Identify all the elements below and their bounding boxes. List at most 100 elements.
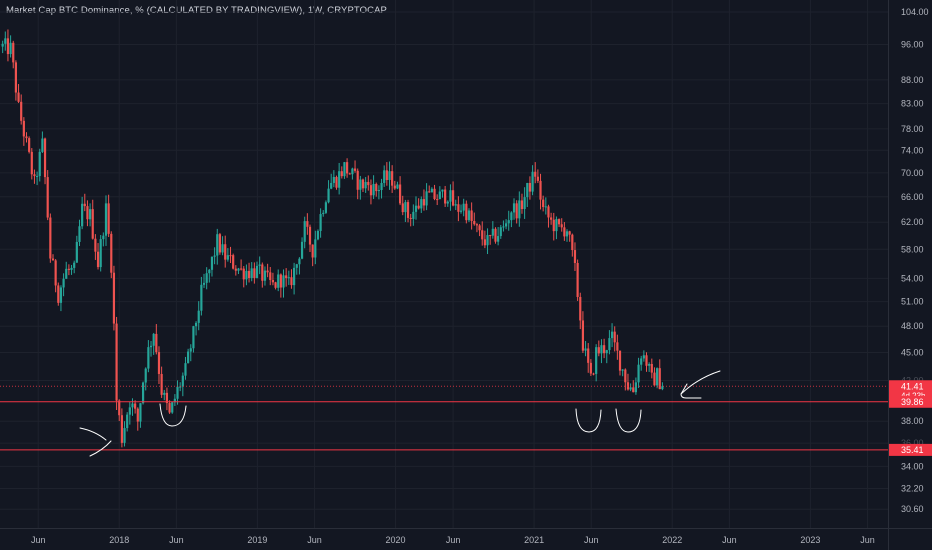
candle-body [59,287,63,303]
candle-body [563,227,566,237]
candle-body [629,387,632,390]
level-lines [0,385,888,451]
candle-body [226,255,229,260]
x-tick-label: 2023 [800,535,820,545]
candle-body [632,387,635,393]
candle-body [459,210,463,212]
candle-body [35,175,39,177]
candle-body [73,262,76,268]
candle-body [250,268,253,279]
candle-body [454,204,457,206]
curve-annotation [575,408,602,433]
candle-body [232,255,235,269]
candle-body [67,268,70,270]
candle-body [613,331,616,343]
candle-body [380,182,383,191]
candle-body [356,170,359,190]
candle-body [308,226,312,245]
x-tick-label: Jun [169,535,184,545]
candle-body [224,244,227,260]
candle-body [134,403,137,409]
y-tick-label: 62.00 [901,217,924,227]
candle-body [388,171,391,180]
candle-body [573,250,577,263]
candle-body [210,256,214,270]
candle-body [258,264,261,266]
candle-body [462,203,465,211]
candle-body [576,262,579,297]
candle-body [25,136,28,139]
candle-body [433,188,436,200]
y-tick-label: 51.00 [901,297,924,307]
candle-body [534,171,537,177]
candle-body [28,138,31,152]
y-tick-label: 34.00 [901,461,924,471]
candle-body [266,270,269,273]
candle-body [104,203,108,236]
candle-body [345,162,349,174]
y-tick-label: 104.00 [901,7,929,17]
candle-body [70,267,73,270]
candle-body [351,168,354,175]
candle-body [361,179,365,189]
candle-body [86,206,89,220]
candle-body [618,350,622,371]
candle-body [115,323,118,401]
y-tick-label: 38.00 [901,416,924,426]
arrow-annotation-right [680,393,702,399]
candle-body [242,268,245,280]
candle-body [221,244,224,253]
candle-body [605,350,608,354]
candle-body [359,179,362,190]
candle-body [595,347,598,374]
candle-body [123,428,126,443]
curve-annotation [615,408,642,433]
candle-body [457,204,460,212]
candles [1,29,664,448]
candle-body [640,358,643,365]
candle-body [253,268,256,278]
candle-body [648,363,651,366]
candle-body [187,351,190,364]
candle-body [528,182,532,192]
candle-body [523,197,526,210]
candle-body [240,268,243,270]
candle-body [208,269,211,274]
candle-body [17,92,20,102]
price-axis: 104.00 96.00 88.00 83.00 78.00 74.00 70.00 66.0… [889,7,932,514]
candle-body [152,333,155,346]
candle-body [287,277,290,279]
candle-body [293,267,296,286]
candle-body [414,205,418,212]
candle-body [12,42,15,63]
candle-body [465,203,468,221]
candle-body [229,255,232,257]
candle-body [377,190,380,192]
candle-body [557,219,561,225]
candle-body [478,225,481,231]
y-tick-label: 32.20 [901,484,924,494]
x-tick-label: 2021 [524,535,544,545]
candle-body [489,235,492,237]
candle-body [57,285,60,303]
candle-body [550,217,553,220]
candle-body [597,347,600,354]
candle-body [65,268,68,279]
arrow-annotation-right [680,370,721,395]
y-tick-label: 88.00 [901,75,924,85]
x-tick-label: 2020 [386,535,406,545]
candle-body [99,239,102,268]
candle-body [218,234,222,253]
y-tick-label: 78.00 [901,124,924,134]
candle-body [322,212,325,215]
chart-title: Market Cap BTC Dominance, % (CALCULATED … [6,5,387,16]
candle-body [610,331,614,339]
candle-body [271,280,275,283]
candle-body [425,191,428,206]
candle-body [155,333,158,353]
candle-body [398,184,402,204]
candle-body [30,151,33,175]
current-price-label: 41.41 [901,381,924,391]
x-tick-label: Jun [307,535,322,545]
